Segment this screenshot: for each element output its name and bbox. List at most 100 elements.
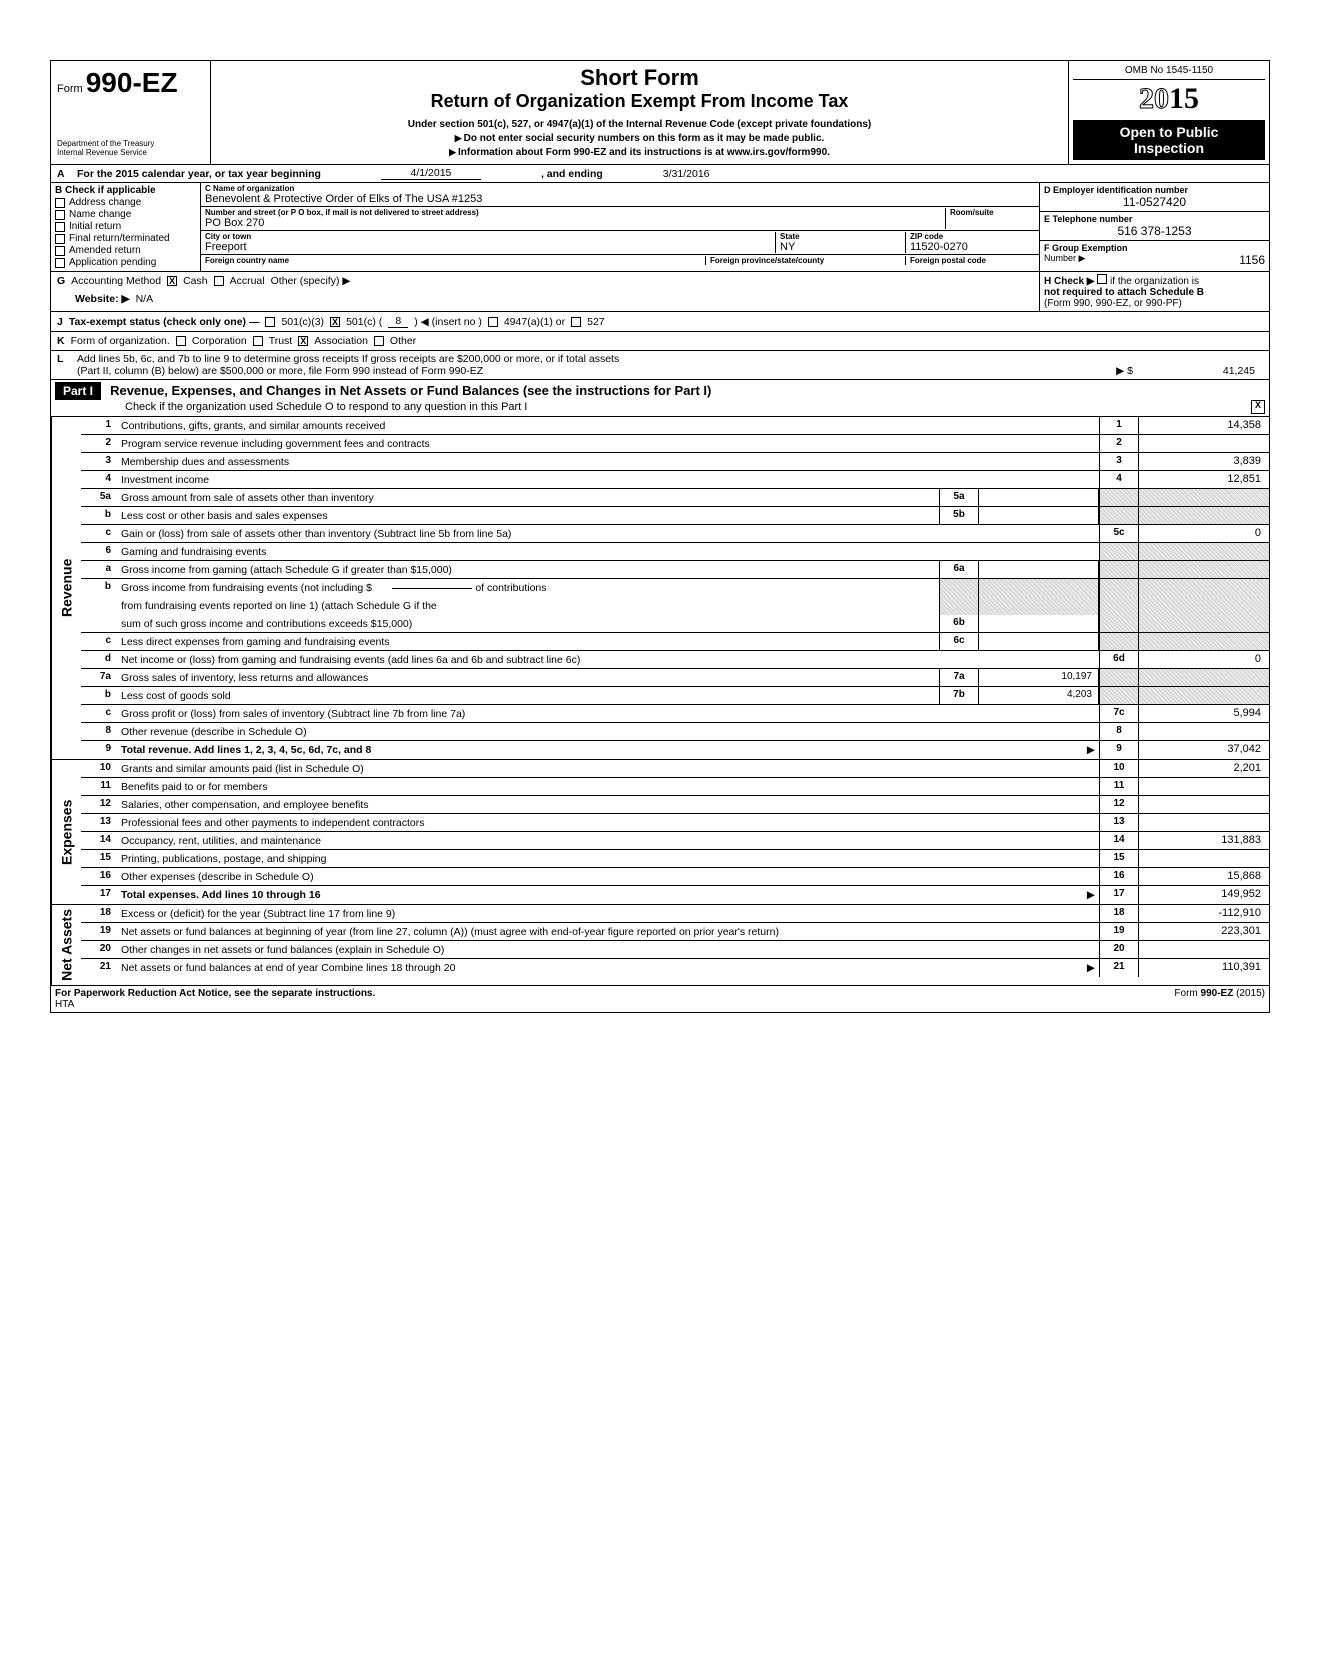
- line6a-val: [979, 561, 1099, 578]
- g-label: G: [57, 275, 65, 287]
- chk-501c[interactable]: [330, 317, 340, 327]
- h-label: H Check ▶: [1044, 276, 1094, 287]
- lbl-501c3: 501(c)(3): [281, 316, 324, 328]
- paperwork-notice: For Paperwork Reduction Act Notice, see …: [55, 988, 375, 999]
- j-label: J: [57, 316, 63, 328]
- line19-desc: Net assets or fund balances at beginning…: [117, 923, 1099, 940]
- hta-label: HTA: [55, 999, 74, 1010]
- line11-val: [1139, 778, 1269, 795]
- line6b-desc2: from fundraising events reported on line…: [117, 597, 939, 615]
- lbl-501c: 501(c) (: [346, 316, 382, 328]
- line7c-val: 5,994: [1139, 705, 1269, 722]
- line5a-desc: Gross amount from sale of assets other t…: [117, 489, 939, 506]
- line17-desc: Total expenses. Add lines 10 through 16: [121, 889, 321, 901]
- line6c-desc: Less direct expenses from gaming and fun…: [117, 633, 939, 650]
- section-c: C Name of organization Benevolent & Prot…: [201, 183, 1039, 271]
- tax-year-ending-label: , and ending: [541, 168, 603, 180]
- g-h-row: G Accounting Method Cash Accrual Other (…: [51, 272, 1269, 312]
- foreign-country-label: Foreign country name: [205, 256, 705, 265]
- chk-trust[interactable]: [253, 336, 263, 346]
- line4-desc: Investment income: [117, 471, 1099, 488]
- line1-desc: Contributions, gifts, grants, and simila…: [117, 417, 1099, 434]
- form-header: Form 990-EZ Department of the Treasury I…: [51, 61, 1269, 165]
- line6b-desc3: sum of such gross income and contributio…: [117, 615, 939, 632]
- section-def: D Employer identification number 11-0527…: [1039, 183, 1269, 271]
- zip-label: ZIP code: [910, 232, 1035, 241]
- open-public-1: Open to Public: [1077, 124, 1261, 140]
- line7a-desc: Gross sales of inventory, less returns a…: [117, 669, 939, 686]
- chk-name-change[interactable]: [55, 210, 65, 220]
- state-label: State: [780, 232, 905, 241]
- chk-accrual[interactable]: [214, 276, 224, 286]
- line8-val: [1139, 723, 1269, 740]
- phone-label: E Telephone number: [1044, 214, 1265, 224]
- chk-schedule-b[interactable]: [1097, 274, 1107, 284]
- line5b-val: [979, 507, 1099, 524]
- city: Freeport: [205, 241, 775, 253]
- tax-year-end: 3/31/2016: [663, 168, 710, 180]
- chk-4947[interactable]: [488, 317, 498, 327]
- chk-corp[interactable]: [176, 336, 186, 346]
- header-left: Form 990-EZ Department of the Treasury I…: [51, 61, 211, 164]
- l-label: L: [57, 353, 77, 365]
- info-note: Information about Form 990-EZ and its in…: [458, 147, 830, 158]
- part1-check-text: Check if the organization used Schedule …: [125, 401, 1251, 413]
- line6b-desc-mid: of contributions: [475, 582, 546, 594]
- section-b: B Check if applicable Address change Nam…: [51, 183, 201, 271]
- line20-desc: Other changes in net assets or fund bala…: [117, 941, 1099, 958]
- chk-assoc[interactable]: [298, 336, 308, 346]
- lbl-other-method: Other (specify) ▶: [271, 275, 351, 287]
- lbl-application-pending: Application pending: [69, 257, 156, 268]
- city-label: City or town: [205, 232, 775, 241]
- form-990ez-container: Form 990-EZ Department of the Treasury I…: [50, 60, 1270, 1013]
- line6-desc: Gaming and fundraising events: [117, 543, 1099, 560]
- line18-val: -112,910: [1139, 905, 1269, 922]
- line7a-val: 10,197: [979, 669, 1099, 686]
- line5a-val: [979, 489, 1099, 506]
- chk-cash[interactable]: [167, 276, 177, 286]
- chk-initial-return[interactable]: [55, 222, 65, 232]
- line7b-desc: Less cost of goods sold: [117, 687, 939, 704]
- chk-address-change[interactable]: [55, 198, 65, 208]
- tax-year-row: A For the 2015 calendar year, or tax yea…: [51, 165, 1269, 183]
- lbl-trust: Trust: [269, 335, 293, 347]
- h-text2: not required to attach Schedule B: [1044, 287, 1265, 298]
- line8-desc: Other revenue (describe in Schedule O): [117, 723, 1099, 740]
- side-expenses: Expenses: [51, 760, 81, 904]
- org-name: Benevolent & Protective Order of Elks of…: [205, 193, 1035, 205]
- line16-val: 15,868: [1139, 868, 1269, 885]
- revenue-section: Revenue 1Contributions, gifts, grants, a…: [51, 417, 1269, 760]
- chk-527[interactable]: [571, 317, 581, 327]
- line10-val: 2,201: [1139, 760, 1269, 777]
- chk-application-pending[interactable]: [55, 258, 65, 268]
- line13-desc: Professional fees and other payments to …: [117, 814, 1099, 831]
- phone-value: 516 378-1253: [1044, 224, 1265, 238]
- 501c-num: 8: [388, 315, 408, 328]
- j-row: J Tax-exempt status (check only one) — 5…: [51, 312, 1269, 332]
- website-value: N/A: [136, 293, 154, 305]
- lbl-address-change: Address change: [69, 197, 141, 208]
- line6d-val: 0: [1139, 651, 1269, 668]
- line5c-val: 0: [1139, 525, 1269, 542]
- side-revenue: Revenue: [51, 417, 81, 759]
- chk-other-org[interactable]: [374, 336, 384, 346]
- line10-desc: Grants and similar amounts paid (list in…: [117, 760, 1099, 777]
- lbl-527: 527: [587, 316, 605, 328]
- line11-desc: Benefits paid to or for members: [117, 778, 1099, 795]
- form-title: Short Form: [219, 65, 1060, 91]
- lbl-4947: 4947(a)(1) or: [504, 316, 565, 328]
- form-ref: Form 990-EZ (2015): [1174, 988, 1265, 1010]
- chk-final-return[interactable]: [55, 234, 65, 244]
- line14-val: 131,883: [1139, 832, 1269, 849]
- chk-schedule-o[interactable]: [1251, 400, 1265, 414]
- open-public-2: Inspection: [1077, 140, 1261, 156]
- line15-desc: Printing, publications, postage, and shi…: [117, 850, 1099, 867]
- line6d-desc: Net income or (loss) from gaming and fun…: [117, 651, 1099, 668]
- line6a-desc: Gross income from gaming (attach Schedul…: [117, 561, 939, 578]
- lbl-initial-return: Initial return: [69, 221, 121, 232]
- line2-val: [1139, 435, 1269, 452]
- chk-501c3[interactable]: [265, 317, 275, 327]
- l-value: 41,245: [1133, 365, 1263, 377]
- chk-amended-return[interactable]: [55, 246, 65, 256]
- part1-title: Revenue, Expenses, and Changes in Net As…: [110, 383, 711, 398]
